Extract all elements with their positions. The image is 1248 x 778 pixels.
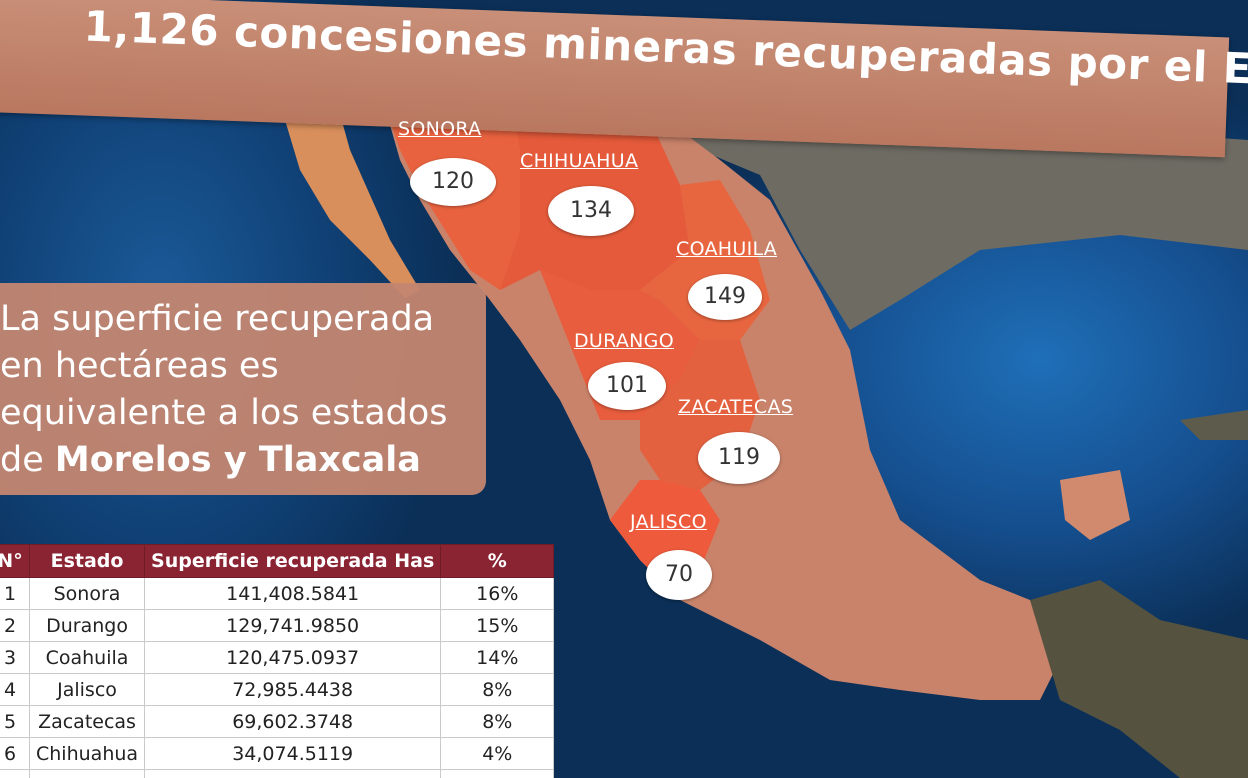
table-row: 2 Durango 129,741.9850 15%: [0, 609, 555, 642]
cell-surface: 72,985.4438: [144, 673, 442, 706]
state-count-durango: 101: [588, 362, 666, 410]
header-percent: %: [440, 544, 555, 578]
header-surface: Superficie recuperada Has: [144, 544, 442, 578]
info-line-4-prefix: de: [0, 440, 55, 480]
cell-number: 3: [0, 641, 30, 674]
table-row: 5 Zacatecas 69,602.3748 8%: [0, 705, 555, 738]
central-america: [1030, 580, 1248, 778]
info-line-3: equivalente a los estados: [0, 393, 448, 433]
cell-percent: 4%: [440, 737, 555, 770]
header-number: N°: [0, 544, 30, 578]
state-label-coahuila: COAHUILA: [676, 238, 778, 260]
cell-state: Coahuila: [28, 641, 146, 674]
state-count-chihuahua: 134: [548, 186, 634, 236]
table-row: 3 Coahuila 120,475.0937 14%: [0, 641, 555, 674]
state-count-sonora: 120: [410, 158, 496, 206]
yucatan-peninsula: [1060, 470, 1130, 540]
table-header-row: N° Estado Superficie recuperada Has %: [0, 544, 555, 578]
cell-surface: 141,408.5841: [144, 577, 442, 610]
cell-surface: [144, 769, 442, 778]
cell-surface: 69,602.3748: [144, 705, 442, 738]
cell-number: 1: [0, 577, 30, 610]
cell-surface: 34,074.5119: [144, 737, 442, 770]
cell-percent: 14%: [440, 641, 555, 674]
surface-table: N° Estado Superficie recuperada Has % 1 …: [0, 544, 555, 778]
table-row: 6 Chihuahua 34,074.5119 4%: [0, 737, 555, 770]
cell-surface: 120,475.0937: [144, 641, 442, 674]
cell-percent: 16%: [440, 577, 555, 610]
table-row: 4 Jalisco 72,985.4438 8%: [0, 673, 555, 706]
baja-california: [280, 78, 420, 298]
table-row: 35%: [0, 769, 555, 778]
cell-number: 6: [0, 737, 30, 770]
cell-number: 5: [0, 705, 30, 738]
state-label-jalisco: JALISCO: [630, 511, 707, 533]
info-text: La superficie recuperada en hectáreas es…: [0, 296, 480, 484]
state-label-zacatecas: ZACATECAS: [678, 396, 794, 418]
state-count-coahuila: 149: [688, 274, 762, 320]
info-highlight: Morelos y Tlaxcala: [54, 440, 421, 480]
info-panel: [0, 283, 486, 495]
cell-state: Chihuahua: [28, 737, 146, 770]
cell-percent: 35%: [440, 769, 555, 778]
state-label-chihuahua: CHIHUAHUA: [520, 150, 639, 172]
info-line-4: de Morelos y Tlaxcala: [0, 437, 480, 484]
usa-land: [600, 95, 1248, 330]
state-count-jalisco: 70: [646, 550, 712, 600]
cuba-island: [1180, 410, 1248, 440]
cell-percent: 8%: [440, 673, 555, 706]
cell-state: [28, 769, 146, 778]
cell-percent: 15%: [440, 609, 555, 642]
cell-number: 4: [0, 673, 30, 706]
cell-state: Durango: [28, 609, 146, 642]
cell-surface: 129,741.9850: [144, 609, 442, 642]
header-state: Estado: [28, 544, 146, 578]
info-line-1: La superficie recuperada: [0, 299, 435, 339]
cell-state: Zacatecas: [28, 705, 146, 738]
state-label-sonora: SONORA: [398, 118, 482, 140]
cell-number: [0, 769, 30, 778]
cell-state: Jalisco: [28, 673, 146, 706]
state-count-zacatecas: 119: [698, 432, 780, 484]
cell-percent: 8%: [440, 705, 555, 738]
info-line-2: en hectáreas es: [0, 346, 279, 386]
cell-state: Sonora: [28, 577, 146, 610]
table-row: 1 Sonora 141,408.5841 16%: [0, 577, 555, 610]
state-label-durango: DURANGO: [574, 330, 674, 352]
cell-number: 2: [0, 609, 30, 642]
